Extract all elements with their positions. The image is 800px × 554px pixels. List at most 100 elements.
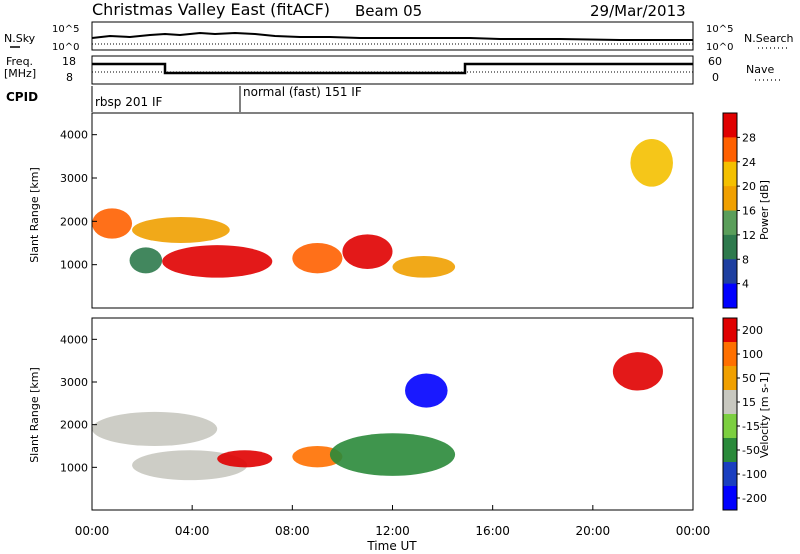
velocity-data xyxy=(92,352,663,481)
nave-label: Nave xyxy=(746,63,774,76)
x-axis-label: Time UT xyxy=(366,539,417,553)
nsky-trace xyxy=(91,31,693,41)
station-title: Christmas Valley East (fitACF) xyxy=(92,0,330,19)
nsky-label: N.Sky xyxy=(4,32,36,45)
x-tick-label: 00:00 xyxy=(75,524,110,538)
colorbar-tick-label: 24 xyxy=(742,156,756,169)
colorbar-tick-label: 8 xyxy=(742,253,749,266)
colorbar-segment xyxy=(723,486,737,511)
scatter-region-1 xyxy=(129,247,163,274)
colorbar-segment xyxy=(723,113,737,138)
colorbar-tick-label: -50 xyxy=(742,444,760,457)
y-tick-label: 4000 xyxy=(60,129,88,142)
y-tick-label: 1000 xyxy=(60,259,88,272)
y-tick-label: 1000 xyxy=(60,461,88,474)
power-colorbar: 4 8 12 16 20 24 28 xyxy=(722,112,756,309)
colorbar-segment xyxy=(723,318,737,343)
power-data xyxy=(92,139,673,278)
cpid-mode-1: rbsp 201 IF xyxy=(95,95,162,109)
colorbar-segment xyxy=(723,210,737,236)
power-colorbar-label: Power [dB] xyxy=(758,180,771,240)
x-tick-label: 16:00 xyxy=(475,524,510,538)
scatter-region-3 xyxy=(329,433,456,476)
colorbar-tick-label: 28 xyxy=(742,131,756,144)
colorbar-tick-label: -100 xyxy=(742,468,767,481)
scatter-region-1 xyxy=(217,450,273,468)
scatter-region-3 xyxy=(342,234,393,269)
y-tick-label: 2000 xyxy=(60,215,88,228)
freq-tick-top: 18 xyxy=(62,55,76,68)
colorbar-segment xyxy=(723,161,737,187)
colorbar-segment xyxy=(723,366,737,391)
velocity-colorbar-label: Velocity [m s-1] xyxy=(758,372,771,458)
colorbar-frame xyxy=(722,317,738,511)
y-tick-label: 3000 xyxy=(60,172,88,185)
freq-trace xyxy=(92,62,693,75)
nave-tick-bottom: 0 xyxy=(712,71,719,84)
x-tick-label: 20:00 xyxy=(576,524,611,538)
y-tick-label: 3000 xyxy=(60,376,88,389)
x-tick-label: 00:00 xyxy=(676,524,711,538)
colorbar-tick-label: 15 xyxy=(742,396,756,409)
power-panel: 1000 2000 3000 4000 Slant Range [km] 4 8 12 16… xyxy=(28,112,771,309)
power-ylabel: Slant Range [km] xyxy=(28,167,41,263)
colorbar-tick-label: 100 xyxy=(742,348,763,361)
colorbar-tick-label: 20 xyxy=(742,180,756,193)
beam-label: Beam 05 xyxy=(355,2,422,20)
colorbar-tick-label: 200 xyxy=(742,324,763,337)
velocity-yticks: 1000 2000 3000 4000 xyxy=(60,333,97,474)
colorbar-segment xyxy=(723,234,737,260)
nave-tick-top: 60 xyxy=(708,55,722,68)
scatter-region-4 xyxy=(392,256,456,278)
scatter-region-6 xyxy=(612,352,663,391)
velocity-panel: 1000 2000 3000 4000 Slant Range [km] 200 100… xyxy=(28,317,771,511)
y-tick-label: 2000 xyxy=(60,419,88,432)
cpid-label: CPID xyxy=(6,90,38,104)
colorbar-segment xyxy=(723,259,737,285)
colorbar-tick-label: 16 xyxy=(742,205,756,218)
colorbar-segment xyxy=(723,462,737,487)
scatter-region-7 xyxy=(630,139,673,187)
power-yticks: 1000 2000 3000 4000 xyxy=(60,129,97,272)
y-tick-label: 4000 xyxy=(60,333,88,346)
freq-label-2: [MHz] xyxy=(4,67,36,80)
x-tick-label: 04:00 xyxy=(175,524,210,538)
colorbar-segment xyxy=(723,186,737,211)
colorbar-segment xyxy=(723,342,737,367)
nsearch-label: N.Search xyxy=(744,32,794,45)
colorbar-tick-label: 50 xyxy=(742,372,756,385)
colorbar-tick-label: -15 xyxy=(742,420,760,433)
velocity-colorbar: 200 100 50 15 -15 -50 -100 -200 xyxy=(722,317,767,511)
colorbar-segment xyxy=(723,414,737,439)
cpid-row: CPID rbsp 201 IF normal (fast) 151 IF xyxy=(6,85,362,112)
nsearch-tick-top: 10^5 xyxy=(706,24,733,35)
scatter-region-5 xyxy=(405,373,448,408)
colorbar-segment xyxy=(723,438,737,463)
scatter-region-6 xyxy=(132,217,230,243)
colorbar-tick-label: 4 xyxy=(742,278,749,291)
freq-tick-bottom: 8 xyxy=(66,71,73,84)
x-axis: 00:00 04:00 08:00 12:00 16:00 20:00 00:00 xyxy=(75,505,711,538)
colorbar-tick-label: 12 xyxy=(742,229,756,242)
scatter-region-5 xyxy=(92,208,133,239)
colorbar-segment xyxy=(723,137,737,163)
scatter-region-0 xyxy=(162,245,273,278)
colorbar-tick-label: -200 xyxy=(742,492,767,505)
date-label: 29/Mar/2013 xyxy=(590,2,686,20)
freq-label-1: Freq. xyxy=(6,55,33,68)
x-tick-label: 08:00 xyxy=(275,524,310,538)
scatter-region-4 xyxy=(92,411,218,446)
x-tick-label: 12:00 xyxy=(375,524,410,538)
nsky-tick-top: 10^5 xyxy=(52,24,79,35)
cpid-mode-2: normal (fast) 151 IF xyxy=(243,85,362,99)
scatter-region-2 xyxy=(292,242,343,274)
colorbar-segment xyxy=(723,390,737,415)
colorbar-segment xyxy=(723,283,737,309)
scatter-region-2 xyxy=(292,446,343,468)
nsky-tick-bottom: 10^0 xyxy=(52,42,79,53)
freq-panel: Freq. [MHz] 18 8 60 0 Nave xyxy=(4,55,780,85)
nsky-panel: N.Sky 10^5 10^0 10^5 10^0 N.Search xyxy=(4,21,794,53)
velocity-ylabel: Slant Range [km] xyxy=(28,367,41,463)
nsearch-tick-bottom: 10^0 xyxy=(706,42,733,53)
